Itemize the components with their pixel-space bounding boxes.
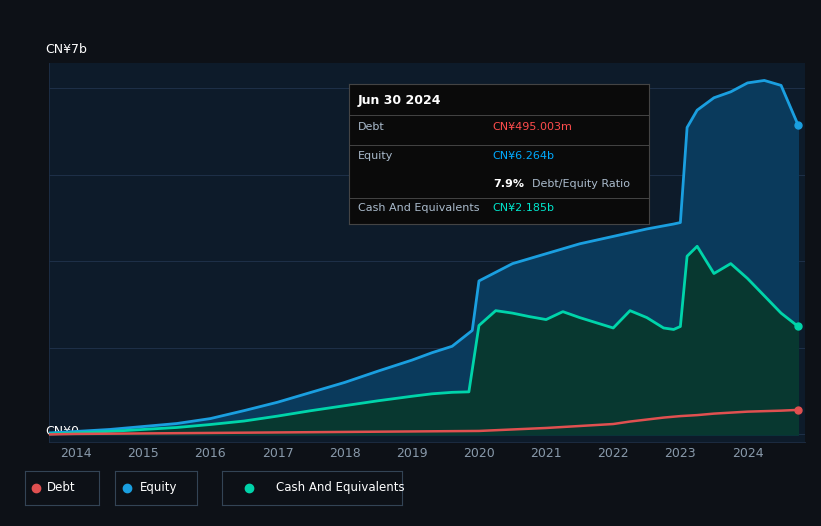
- Text: CN¥0: CN¥0: [45, 425, 80, 438]
- Text: CN¥7b: CN¥7b: [45, 43, 87, 56]
- Text: Debt: Debt: [47, 481, 76, 494]
- Text: CN¥2.185b: CN¥2.185b: [493, 203, 555, 213]
- Text: Cash And Equivalents: Cash And Equivalents: [358, 203, 479, 213]
- Text: Cash And Equivalents: Cash And Equivalents: [276, 481, 405, 494]
- Text: Debt/Equity Ratio: Debt/Equity Ratio: [532, 179, 630, 189]
- Text: CN¥6.264b: CN¥6.264b: [493, 151, 555, 161]
- Text: 7.9%: 7.9%: [493, 179, 524, 189]
- Text: Equity: Equity: [140, 481, 177, 494]
- Text: Jun 30 2024: Jun 30 2024: [358, 94, 442, 107]
- Text: Equity: Equity: [358, 151, 393, 161]
- Text: Debt: Debt: [358, 122, 385, 132]
- Text: CN¥495.003m: CN¥495.003m: [493, 122, 572, 132]
